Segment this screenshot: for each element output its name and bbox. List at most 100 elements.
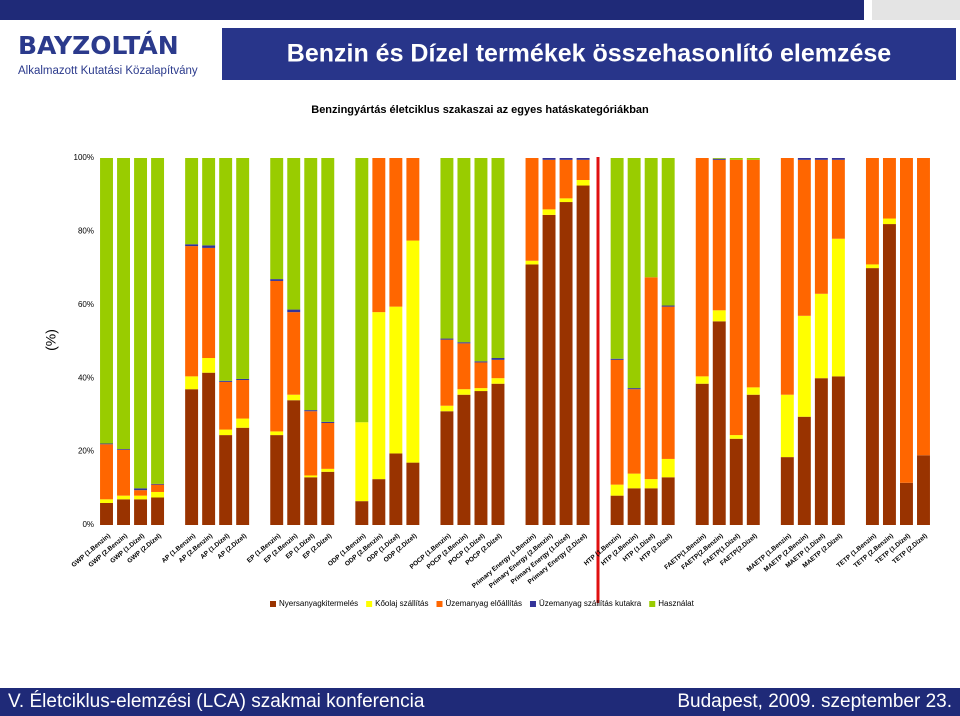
bar-segment — [644, 277, 658, 480]
bar-segment — [780, 394, 794, 458]
bar-segment — [644, 479, 658, 489]
bar-segment — [372, 479, 386, 525]
bar-segment — [814, 158, 828, 160]
legend-swatch — [529, 601, 536, 607]
bar-segment — [474, 391, 488, 525]
bar-segment — [474, 362, 488, 389]
y-tick-label: 60% — [78, 300, 94, 309]
bar-segment — [270, 280, 284, 432]
legend-swatch — [436, 601, 443, 607]
bar-segment — [219, 435, 233, 525]
bar-segment — [797, 315, 811, 417]
bar-segment — [661, 306, 675, 459]
bar-segment — [134, 488, 148, 491]
bar-segment — [100, 444, 113, 500]
bar-segment — [746, 394, 760, 525]
bar-segment — [304, 158, 318, 411]
legend-label: Kőolaj szállítás — [375, 599, 428, 608]
bar-segment — [287, 312, 301, 395]
bar-segment — [610, 359, 624, 485]
bar-segment — [797, 158, 811, 160]
bar-segment — [525, 264, 539, 525]
bar-segment — [321, 471, 335, 525]
bar-segment — [100, 502, 113, 525]
bar-segment — [100, 499, 113, 503]
bar-segment — [627, 473, 641, 489]
y-axis-title: (%) — [43, 329, 59, 351]
bar-segment — [219, 429, 233, 436]
bar-segment — [559, 159, 573, 199]
bar-segment — [134, 495, 148, 500]
logo: BAYZOLTÁN — [18, 31, 179, 60]
bar-segment — [900, 158, 913, 483]
bar-segment — [389, 306, 403, 454]
bar-segment — [304, 411, 318, 476]
bar-segment — [457, 342, 471, 344]
bar-segment — [440, 405, 454, 412]
plot: 0%20%40%60%80%100%GWP (1.Benzin)GWP (2.B… — [70, 153, 930, 608]
bar-segment — [219, 380, 233, 382]
y-tick-label: 40% — [78, 373, 94, 382]
bar-segment — [440, 411, 454, 525]
bar-segment — [542, 158, 556, 160]
bar-segment — [814, 378, 828, 525]
y-tick-label: 0% — [82, 520, 94, 529]
bar-segment — [882, 218, 896, 225]
bar-segment — [100, 443, 113, 445]
bar-segment — [236, 418, 250, 428]
bar-segment — [389, 453, 403, 525]
bar-segment — [542, 214, 556, 525]
bar-segment — [406, 158, 420, 241]
bar-segment — [406, 462, 420, 525]
bar-segment — [219, 158, 233, 381]
bar-segment — [304, 477, 318, 525]
bar-segment — [457, 343, 471, 390]
bar-segment — [440, 338, 454, 340]
bar-segment — [610, 158, 624, 359]
bar-segment — [797, 159, 811, 316]
title-box — [222, 28, 956, 80]
bar-segment — [185, 158, 199, 245]
bar-segment — [219, 381, 233, 430]
bar-segment — [542, 209, 556, 215]
bar-segment — [729, 438, 743, 525]
bar-segment — [287, 394, 301, 401]
bar-segment — [304, 410, 318, 412]
bar-segment — [831, 376, 845, 525]
bar-segment — [746, 158, 760, 160]
bar-segment — [287, 400, 301, 525]
bar-segment — [474, 361, 488, 363]
bar-segment — [134, 499, 148, 525]
legend-label: Használat — [658, 599, 694, 608]
bar-segment — [882, 224, 896, 525]
bar-segment — [525, 158, 539, 261]
bar-segment — [712, 159, 726, 311]
bar-segment — [780, 457, 794, 525]
bar-segment — [525, 260, 539, 265]
bar-segment — [236, 427, 250, 525]
bar-segment — [287, 309, 301, 313]
bar-segment — [457, 158, 471, 343]
bar-segment — [474, 158, 488, 362]
bar-segment — [797, 416, 811, 525]
bar-segment — [151, 158, 165, 484]
bar-segment — [287, 158, 301, 310]
bar-segment — [627, 389, 641, 474]
bar-segment — [712, 158, 726, 160]
bar-segment — [695, 376, 709, 384]
bar-segment — [491, 158, 505, 359]
bar-segment — [780, 158, 794, 395]
bar-segment — [627, 488, 641, 525]
top-strip — [0, 0, 864, 20]
bar-segment — [440, 158, 454, 339]
bar-segment — [746, 159, 760, 388]
bar-segment — [576, 180, 590, 186]
bar-segment — [185, 376, 199, 390]
bar-segment — [270, 435, 284, 525]
bar-segment — [729, 159, 743, 436]
bar-segment — [270, 279, 284, 281]
bar-segment — [491, 383, 505, 525]
bar-segment — [100, 158, 113, 444]
bar-segment — [917, 455, 930, 525]
